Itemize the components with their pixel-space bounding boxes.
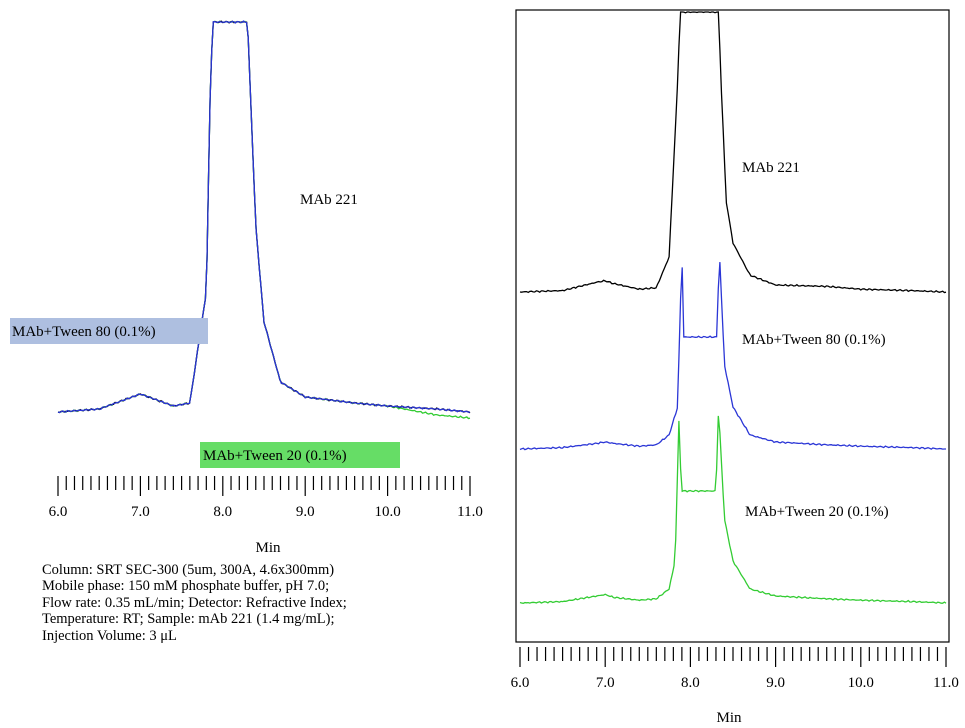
stacked:1-tick-label: 9.0: [766, 675, 785, 691]
stacked-x-axis-ticks: [520, 647, 946, 667]
overlay-label-tween80: MAb+Tween 80 (0.1%): [12, 324, 156, 340]
condition-mobile-phase: Mobile phase: 150 mM phosphate buffer, p…: [42, 578, 512, 594]
condition-flow-detector: Flow rate: 0.35 mL/min; Detector: Refrac…: [42, 595, 512, 611]
stacked-plot-frame: [516, 10, 949, 642]
stacked:1-tick-label: 10.0: [848, 675, 874, 691]
stacked:1-tick-label: 11.0: [933, 675, 959, 691]
overlay-trace-mab221: [58, 21, 470, 413]
overlay:0-tick-label: 8.0: [213, 504, 232, 520]
stacked-chromatogram-panel: 6.0 7.0 8.0 9.0 10.0 11.0 Min MAb 221 MAb+Twe…: [511, 10, 959, 726]
stacked:1-tick-label: 7.0: [596, 675, 615, 691]
overlay:0-tick-label: 9.0: [296, 504, 315, 520]
stacked:1-tick-label: 6.0: [511, 675, 530, 691]
stacked:1-tick-label: 8.0: [681, 675, 700, 691]
stacked-trace-mab221: [520, 12, 946, 293]
condition-column: Column: SRT SEC-300 (5um, 300A, 4.6x300m…: [42, 562, 512, 578]
method-conditions: Column: SRT SEC-300 (5um, 300A, 4.6x300m…: [42, 562, 512, 644]
overlay:0-tick-label: 6.0: [49, 504, 68, 520]
overlay-trace-tween80: [58, 21, 470, 412]
overlay-trace-tween20: [58, 21, 470, 418]
overlay-x-axis-label: Min: [255, 540, 281, 556]
stacked-label-tween80: MAb+Tween 80 (0.1%): [742, 332, 886, 348]
stacked-label-tween20: MAb+Tween 20 (0.1%): [745, 504, 889, 520]
overlay-x-axis-tick-labels: 6.0 7.0 8.0 9.0 10.0 11.0: [49, 504, 483, 520]
overlay-label-mab221: MAb 221: [300, 192, 358, 208]
overlay-label-tween20: MAb+Tween 20 (0.1%): [203, 448, 347, 464]
overlay-traces: [58, 21, 470, 418]
stacked-label-mab221: MAb 221: [742, 160, 800, 176]
overlay-chromatogram-panel: 6.0 7.0 8.0 9.0 10.0 11.0 Min MAb+Tween 80 (0…: [10, 21, 483, 556]
stacked-x-axis-tick-labels: 6.0 7.0 8.0 9.0 10.0 11.0: [511, 675, 959, 691]
stacked-x-axis-label: Min: [716, 710, 742, 726]
condition-injection-volume: Injection Volume: 3 μL: [42, 628, 512, 644]
overlay:0-tick-label: 7.0: [131, 504, 150, 520]
overlay-x-axis-ticks: [58, 476, 470, 496]
overlay:0-tick-label: 10.0: [374, 504, 400, 520]
overlay:0-tick-label: 11.0: [457, 504, 483, 520]
condition-temperature-sample: Temperature: RT; Sample: mAb 221 (1.4 mg…: [42, 611, 512, 627]
